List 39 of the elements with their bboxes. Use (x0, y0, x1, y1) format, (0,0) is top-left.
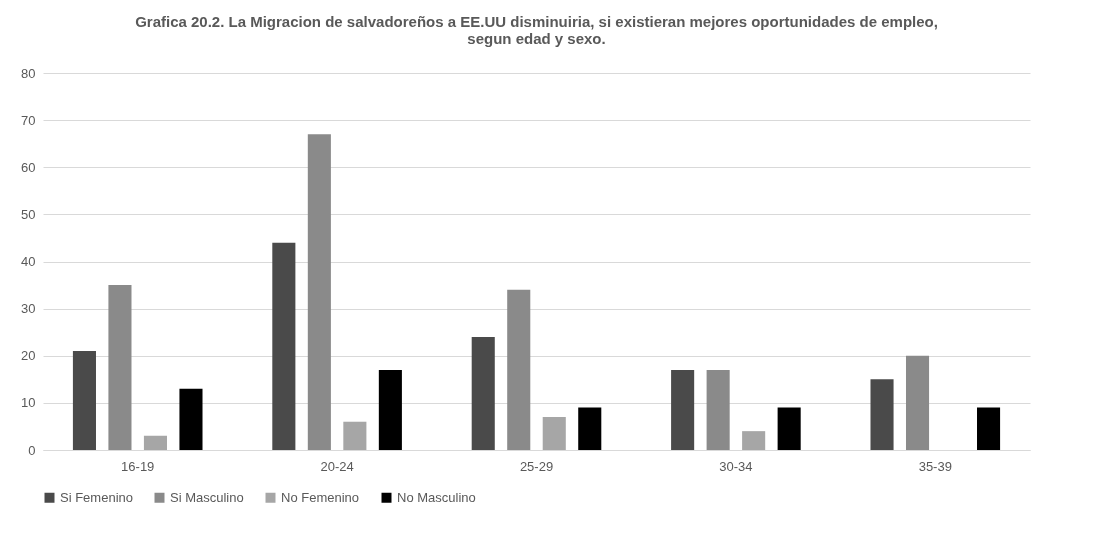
y-tick-label: 20 (21, 348, 36, 364)
bar (471, 336, 495, 450)
bar (108, 285, 132, 450)
bar (143, 435, 168, 450)
bar (343, 421, 367, 450)
bar (307, 134, 331, 450)
bar (777, 407, 801, 450)
x-tick-label: 35-39 (918, 458, 952, 474)
text: segun edad y sexo. (467, 30, 606, 47)
x-tick-label: 25-29 (519, 458, 554, 474)
x-tick-label: 16-19 (121, 458, 155, 474)
y-tick-label: 70 (21, 112, 36, 128)
bar (905, 355, 930, 450)
y-tick-label: 10 (21, 395, 36, 411)
bar (507, 289, 531, 450)
y-tick-label: 80 (21, 65, 36, 81)
bar (72, 351, 96, 450)
bar (578, 407, 602, 450)
bar (671, 369, 695, 450)
legend-label: No Femenino (281, 489, 360, 505)
y-tick-label: 0 (28, 442, 36, 458)
y-tick-label: 30 (21, 301, 36, 317)
bar (179, 388, 203, 450)
legend-label: Si Femenino (60, 489, 133, 505)
y-tick-label: 40 (21, 254, 36, 269)
bar (542, 417, 566, 450)
bar (272, 242, 296, 450)
text: Grafica 20.2. La Migracion de salvadoreños a EE.UU disminuiria, si existieran mejores oportunidades de empleo, (135, 13, 938, 30)
bar (378, 369, 402, 450)
x-tick-label: 30-34 (719, 458, 753, 474)
x-tick-label: 20-24 (320, 458, 354, 474)
legend-label: Si Masculino (170, 489, 244, 505)
bar (977, 407, 1001, 450)
bar (742, 431, 766, 450)
y-tick-label: 50 (21, 206, 36, 222)
y-tick-label: 60 (21, 159, 36, 175)
legend-label: No Masculino (397, 489, 476, 505)
bar (706, 369, 730, 450)
bar (870, 379, 894, 450)
